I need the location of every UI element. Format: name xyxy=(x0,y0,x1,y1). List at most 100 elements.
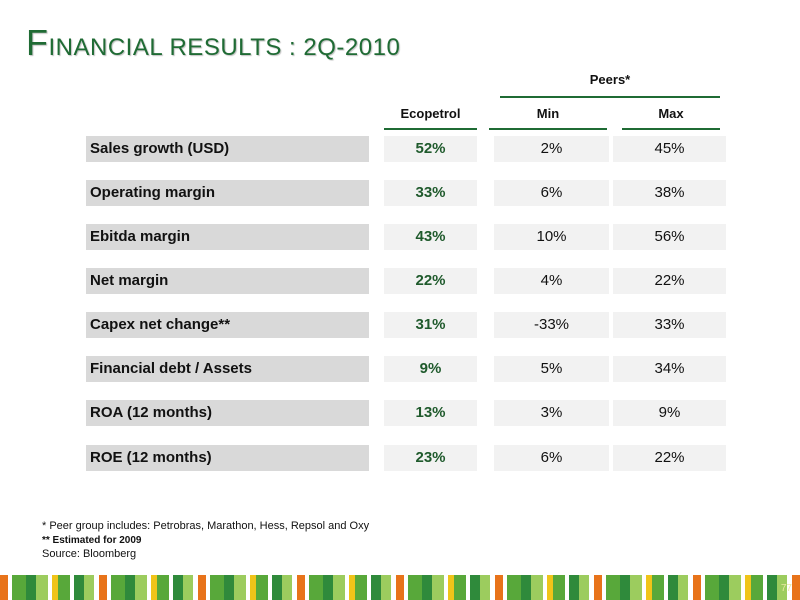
ecopetrol-value: 9% xyxy=(384,356,477,382)
peers-min-value: 4% xyxy=(494,268,609,294)
strip-segment xyxy=(250,575,256,600)
strip-segment xyxy=(107,575,111,600)
strip-segment xyxy=(58,575,70,600)
strip-segment xyxy=(309,575,323,600)
strip-segment xyxy=(589,575,594,600)
strip-segment xyxy=(198,575,206,600)
footnote-peer-group: * Peer group includes: Petrobras, Marath… xyxy=(42,520,370,532)
peers-min-value: 3% xyxy=(494,400,609,426)
peers-min-value: 5% xyxy=(494,356,609,382)
strip-segment xyxy=(396,575,404,600)
strip-segment xyxy=(787,575,792,600)
strip-segment xyxy=(792,575,800,600)
page-number: 77 xyxy=(780,583,792,594)
strip-segment xyxy=(408,575,422,600)
strip-segment xyxy=(664,575,668,600)
strip-segment xyxy=(193,575,198,600)
row-label: Operating margin xyxy=(86,180,369,206)
strip-segment xyxy=(70,575,74,600)
peers-underline xyxy=(500,96,720,98)
strip-segment xyxy=(151,575,157,600)
strip-segment xyxy=(448,575,454,600)
title-rest: INANCIAL RESULTS : 2Q-2010 xyxy=(48,34,401,61)
peers-max-value: 22% xyxy=(613,268,726,294)
strip-segment xyxy=(297,575,305,600)
title-first-letter: F xyxy=(26,22,49,63)
strip-segment xyxy=(355,575,367,600)
strip-segment xyxy=(345,575,349,600)
strip-segment xyxy=(111,575,125,600)
strip-segment xyxy=(444,575,448,600)
strip-segment xyxy=(323,575,333,600)
peers-header: Peers* xyxy=(589,72,631,87)
row-label: Net margin xyxy=(86,268,369,294)
ecopetrol-value: 52% xyxy=(384,136,477,162)
ecopetrol-underline xyxy=(384,128,477,130)
strip-segment xyxy=(48,575,52,600)
peers-max-value: 9% xyxy=(613,400,726,426)
strip-segment xyxy=(371,575,381,600)
row-label: Financial debt / Assets xyxy=(86,356,369,382)
strip-segment xyxy=(173,575,183,600)
strip-segment xyxy=(688,575,693,600)
strip-segment xyxy=(391,575,396,600)
strip-segment xyxy=(282,575,292,600)
strip-segment xyxy=(594,575,602,600)
strip-segment xyxy=(84,575,94,600)
ecopetrol-value: 43% xyxy=(384,224,477,250)
strip-segment xyxy=(454,575,466,600)
strip-segment xyxy=(210,575,224,600)
strip-segment xyxy=(367,575,371,600)
peers-min-value: 10% xyxy=(494,224,609,250)
strip-segment xyxy=(74,575,84,600)
strip-segment xyxy=(125,575,135,600)
row-label: ROA (12 months) xyxy=(86,400,369,426)
strip-segment xyxy=(52,575,58,600)
ecopetrol-value: 13% xyxy=(384,400,477,426)
min-header: Min xyxy=(536,106,560,121)
strip-segment xyxy=(147,575,151,600)
strip-segment xyxy=(333,575,345,600)
strip-segment xyxy=(256,575,268,600)
decorative-color-strip xyxy=(0,575,800,600)
strip-segment xyxy=(404,575,408,600)
row-label: Ebitda margin xyxy=(86,224,369,250)
strip-segment xyxy=(763,575,767,600)
strip-segment xyxy=(569,575,579,600)
ecopetrol-value: 23% xyxy=(384,445,477,471)
strip-segment xyxy=(422,575,432,600)
peers-min-value: 2% xyxy=(494,136,609,162)
strip-segment xyxy=(234,575,246,600)
strip-segment xyxy=(701,575,705,600)
strip-segment xyxy=(729,575,741,600)
strip-segment xyxy=(224,575,234,600)
ecopetrol-header: Ecopetrol xyxy=(400,106,461,121)
strip-segment xyxy=(12,575,26,600)
strip-segment xyxy=(767,575,777,600)
peers-max-value: 34% xyxy=(613,356,726,382)
strip-segment xyxy=(36,575,48,600)
peers-max-value: 45% xyxy=(613,136,726,162)
strip-segment xyxy=(99,575,107,600)
strip-segment xyxy=(503,575,507,600)
strip-segment xyxy=(620,575,630,600)
peers-min-value: 6% xyxy=(494,180,609,206)
strip-segment xyxy=(579,575,589,600)
max-header: Max xyxy=(658,106,684,121)
row-label: Capex net change** xyxy=(86,312,369,338)
strip-segment xyxy=(745,575,751,600)
strip-segment xyxy=(606,575,620,600)
strip-segment xyxy=(642,575,646,600)
row-label: Sales growth (USD) xyxy=(86,136,369,162)
strip-segment xyxy=(630,575,642,600)
peers-max-value: 22% xyxy=(613,445,726,471)
ecopetrol-value: 33% xyxy=(384,180,477,206)
peers-max-value: 38% xyxy=(613,180,726,206)
row-label: ROE (12 months) xyxy=(86,445,369,471)
max-underline xyxy=(622,128,720,130)
ecopetrol-value: 31% xyxy=(384,312,477,338)
strip-segment xyxy=(490,575,495,600)
strip-segment xyxy=(531,575,543,600)
strip-segment xyxy=(565,575,569,600)
strip-segment xyxy=(8,575,12,600)
